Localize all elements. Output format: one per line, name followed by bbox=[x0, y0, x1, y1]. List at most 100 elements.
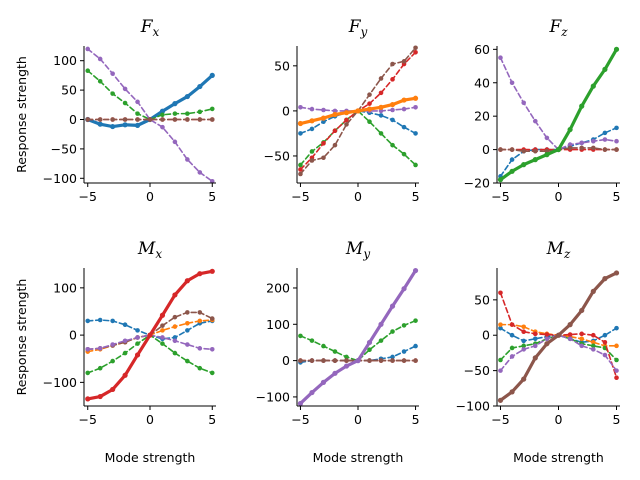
x-tick-label: 0 bbox=[555, 412, 563, 427]
data-point-red bbox=[567, 332, 573, 337]
data-point-green bbox=[378, 338, 384, 343]
data-point-green bbox=[521, 162, 527, 168]
data-point-blue bbox=[172, 101, 178, 107]
data-point-brown bbox=[591, 145, 596, 151]
x-tick-label: 5 bbox=[613, 412, 621, 427]
panel-title-main: M bbox=[345, 239, 364, 259]
data-point-brown bbox=[344, 122, 349, 127]
data-point-green bbox=[521, 343, 526, 349]
data-point-purple bbox=[332, 108, 338, 114]
data-point-purple bbox=[197, 170, 203, 175]
data-point-green bbox=[602, 66, 608, 72]
data-point-green bbox=[390, 142, 395, 148]
data-point-red bbox=[147, 332, 153, 338]
data-point-brown bbox=[367, 92, 372, 97]
panel-title-subscript: y bbox=[362, 247, 370, 261]
data-point-brown bbox=[532, 355, 538, 361]
data-point-blue bbox=[378, 113, 384, 118]
data-point-blue bbox=[110, 123, 116, 130]
data-point-brown bbox=[344, 358, 349, 363]
data-point-red bbox=[344, 117, 349, 123]
data-point-brown bbox=[209, 316, 215, 321]
data-point-green bbox=[160, 341, 165, 346]
data-point-brown bbox=[602, 147, 608, 152]
panel-title-main: F bbox=[140, 17, 154, 37]
data-point-orange bbox=[366, 106, 373, 112]
data-point-green bbox=[309, 149, 315, 154]
data-point-purple bbox=[378, 321, 384, 327]
panel-title-main: M bbox=[546, 239, 565, 259]
data-point-brown bbox=[197, 117, 203, 122]
x-axis-label: Mode strength bbox=[313, 450, 404, 465]
data-point-blue bbox=[614, 125, 619, 131]
data-point-brown bbox=[521, 376, 527, 382]
data-point-blue bbox=[390, 117, 395, 123]
data-point-red bbox=[544, 332, 550, 337]
data-point-blue bbox=[159, 108, 166, 114]
x-tick-label: −5 bbox=[291, 189, 309, 204]
data-point-brown bbox=[613, 270, 620, 276]
data-point-blue bbox=[521, 338, 526, 344]
data-point-brown bbox=[172, 117, 178, 122]
y-tick-label: −50 bbox=[51, 141, 77, 156]
data-point-purple bbox=[401, 106, 407, 112]
data-point-purple bbox=[614, 368, 619, 373]
data-point-purple bbox=[172, 139, 178, 145]
data-point-purple bbox=[532, 118, 538, 124]
data-point-orange bbox=[498, 322, 503, 327]
data-point-purple bbox=[197, 346, 203, 351]
data-point-red bbox=[413, 50, 418, 55]
x-tick-label: 0 bbox=[555, 189, 563, 204]
data-point-green bbox=[85, 370, 91, 376]
data-point-blue bbox=[413, 131, 418, 136]
x-tick-label: 0 bbox=[146, 412, 154, 427]
data-point-brown bbox=[579, 145, 585, 151]
data-point-green bbox=[172, 350, 178, 356]
data-point-blue bbox=[602, 130, 608, 136]
data-point-orange bbox=[332, 111, 338, 118]
data-point-green bbox=[401, 323, 407, 328]
data-point-orange bbox=[401, 97, 407, 103]
x-tick-label: 0 bbox=[354, 189, 362, 204]
data-point-brown bbox=[160, 323, 165, 328]
data-point-green bbox=[497, 177, 504, 183]
y-tick-label: 100 bbox=[53, 53, 77, 68]
data-point-purple bbox=[309, 389, 315, 396]
data-point-brown bbox=[172, 314, 178, 320]
data-point-green bbox=[332, 349, 338, 354]
data-point-red bbox=[184, 278, 190, 284]
data-point-brown bbox=[309, 158, 315, 163]
data-point-brown bbox=[332, 358, 338, 363]
data-point-purple bbox=[209, 178, 215, 184]
data-point-purple bbox=[544, 336, 550, 342]
data-point-purple bbox=[85, 346, 91, 352]
data-point-brown bbox=[401, 59, 407, 64]
data-point-red bbox=[532, 331, 538, 337]
data-point-red bbox=[602, 340, 608, 345]
x-axis-label: Mode strength bbox=[513, 450, 604, 465]
y-tick-label: 0 bbox=[282, 353, 290, 368]
data-point-brown bbox=[521, 148, 526, 154]
data-point-brown bbox=[298, 171, 303, 177]
data-point-purple bbox=[332, 370, 338, 376]
data-point-brown bbox=[567, 322, 573, 328]
data-point-blue bbox=[134, 122, 141, 128]
data-point-brown bbox=[390, 358, 395, 363]
y-tick-label: 20 bbox=[474, 109, 490, 124]
data-point-brown bbox=[97, 117, 103, 122]
data-point-green bbox=[590, 83, 596, 89]
data-point-green bbox=[390, 329, 395, 334]
data-point-brown bbox=[185, 117, 190, 122]
data-point-red bbox=[97, 393, 103, 400]
y-tick-label: −20 bbox=[464, 176, 490, 191]
data-point-purple bbox=[413, 104, 418, 110]
data-point-green bbox=[122, 350, 128, 356]
data-point-purple bbox=[567, 336, 573, 342]
data-point-purple bbox=[309, 106, 315, 112]
data-point-green bbox=[367, 119, 372, 125]
data-point-orange bbox=[355, 108, 361, 114]
data-point-green bbox=[509, 168, 515, 174]
data-point-purple bbox=[378, 108, 384, 114]
data-point-red bbox=[122, 372, 128, 378]
data-point-green bbox=[135, 341, 140, 346]
